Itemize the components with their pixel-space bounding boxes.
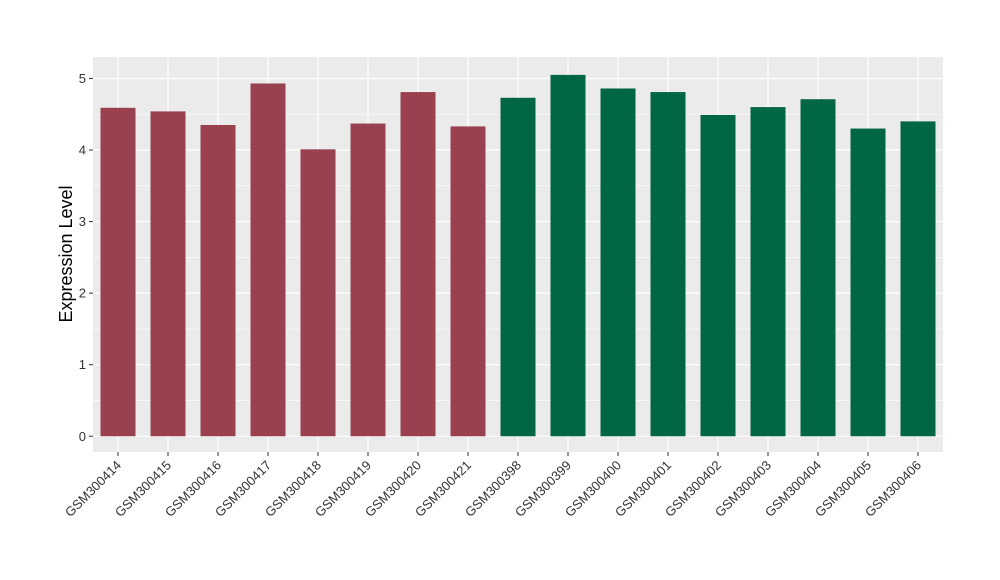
bar-GSM300403 — [750, 107, 786, 437]
bar-GSM300400 — [600, 88, 636, 437]
bar-GSM300406 — [900, 121, 936, 437]
bar-GSM300401 — [650, 92, 686, 437]
bar-GSM300416 — [200, 124, 236, 437]
bar-GSM300402 — [700, 114, 736, 437]
bar-GSM300421 — [450, 126, 486, 437]
bar-GSM300405 — [850, 128, 886, 437]
bar-GSM300398 — [500, 97, 536, 437]
bar-GSM300414 — [100, 107, 136, 437]
y-tick-label: 4 — [79, 143, 86, 158]
bar-GSM300399 — [550, 74, 586, 437]
bar-GSM300404 — [800, 99, 836, 437]
bar-GSM300419 — [350, 123, 386, 437]
y-tick-label: 0 — [79, 429, 86, 444]
bar-GSM300417 — [250, 83, 286, 437]
bar-GSM300418 — [300, 149, 336, 437]
y-tick-label: 3 — [79, 214, 86, 229]
y-axis-title: Expression Level — [56, 185, 76, 322]
x-axis: GSM300414GSM300415GSM300416GSM300417GSM3… — [62, 452, 924, 520]
bar-GSM300415 — [150, 111, 186, 437]
bar-GSM300420 — [400, 92, 436, 437]
y-tick-label: 1 — [79, 357, 86, 372]
bars — [100, 74, 936, 437]
y-tick-label: 2 — [79, 286, 86, 301]
y-axis: 0 1 2 3 4 5 — [79, 71, 93, 444]
y-tick-label: 5 — [79, 71, 86, 86]
